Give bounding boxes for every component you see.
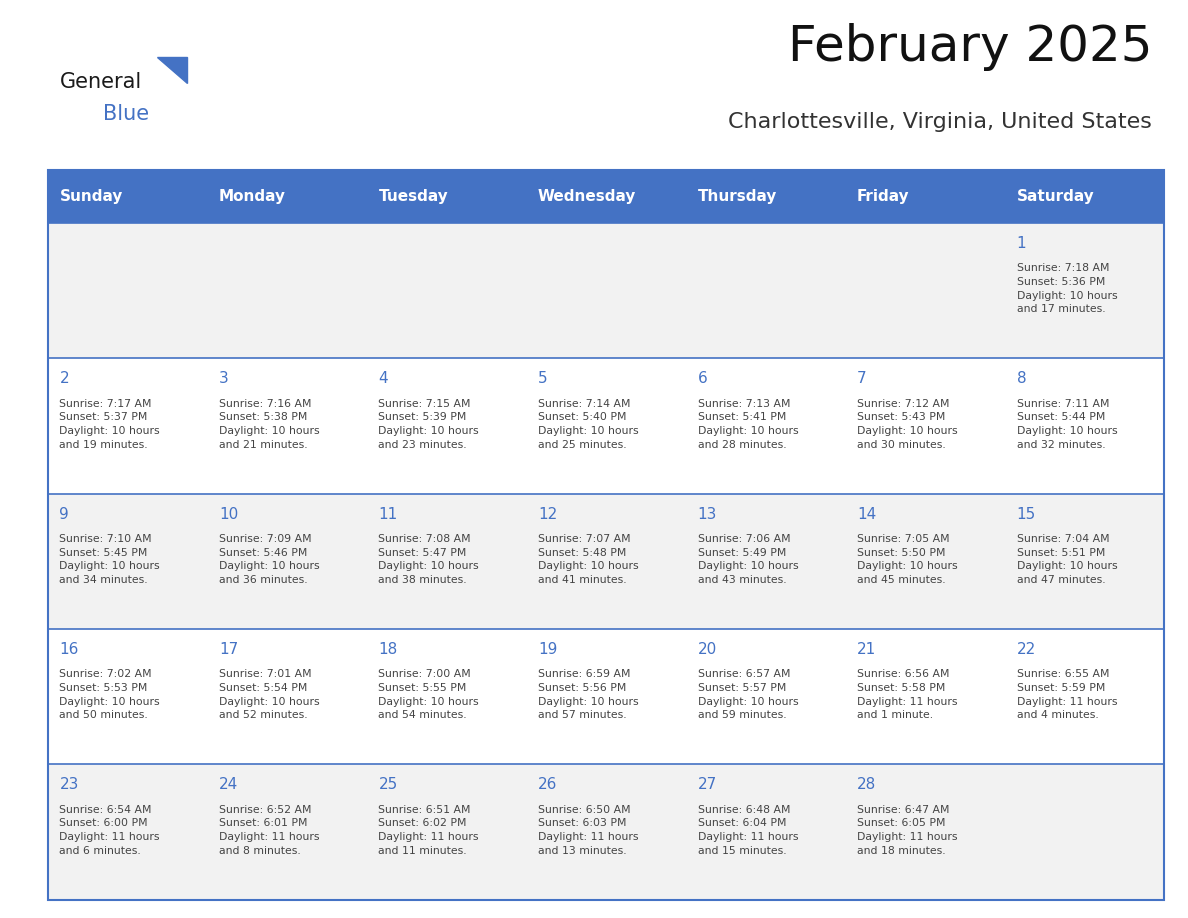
- Text: Sunrise: 7:08 AM
Sunset: 5:47 PM
Daylight: 10 hours
and 38 minutes.: Sunrise: 7:08 AM Sunset: 5:47 PM Dayligh…: [379, 534, 479, 585]
- Text: Sunrise: 7:04 AM
Sunset: 5:51 PM
Daylight: 10 hours
and 47 minutes.: Sunrise: 7:04 AM Sunset: 5:51 PM Dayligh…: [1017, 534, 1117, 585]
- Text: 16: 16: [59, 642, 78, 657]
- Text: Wednesday: Wednesday: [538, 189, 637, 204]
- Bar: [48, 223, 1164, 358]
- Text: 19: 19: [538, 642, 557, 657]
- Text: Sunrise: 7:13 AM
Sunset: 5:41 PM
Daylight: 10 hours
and 28 minutes.: Sunrise: 7:13 AM Sunset: 5:41 PM Dayligh…: [697, 398, 798, 450]
- Text: Sunrise: 7:00 AM
Sunset: 5:55 PM
Daylight: 10 hours
and 54 minutes.: Sunrise: 7:00 AM Sunset: 5:55 PM Dayligh…: [379, 669, 479, 721]
- Polygon shape: [157, 57, 187, 83]
- Text: 20: 20: [697, 642, 716, 657]
- Text: Sunrise: 6:59 AM
Sunset: 5:56 PM
Daylight: 10 hours
and 57 minutes.: Sunrise: 6:59 AM Sunset: 5:56 PM Dayligh…: [538, 669, 639, 721]
- Text: Sunrise: 7:05 AM
Sunset: 5:50 PM
Daylight: 10 hours
and 45 minutes.: Sunrise: 7:05 AM Sunset: 5:50 PM Dayligh…: [857, 534, 958, 585]
- Text: Tuesday: Tuesday: [379, 189, 448, 204]
- Text: 15: 15: [1017, 507, 1036, 521]
- Text: Sunrise: 6:54 AM
Sunset: 6:00 PM
Daylight: 11 hours
and 6 minutes.: Sunrise: 6:54 AM Sunset: 6:00 PM Dayligh…: [59, 805, 160, 856]
- Text: 25: 25: [379, 778, 398, 792]
- Text: Sunrise: 7:09 AM
Sunset: 5:46 PM
Daylight: 10 hours
and 36 minutes.: Sunrise: 7:09 AM Sunset: 5:46 PM Dayligh…: [219, 534, 320, 585]
- Bar: [48, 765, 1164, 900]
- Text: 13: 13: [697, 507, 716, 521]
- Text: 27: 27: [697, 778, 716, 792]
- Text: February 2025: February 2025: [788, 23, 1152, 71]
- Text: 5: 5: [538, 371, 548, 386]
- Text: Sunrise: 7:01 AM
Sunset: 5:54 PM
Daylight: 10 hours
and 52 minutes.: Sunrise: 7:01 AM Sunset: 5:54 PM Dayligh…: [219, 669, 320, 721]
- Bar: [48, 170, 1164, 223]
- Text: Sunrise: 6:52 AM
Sunset: 6:01 PM
Daylight: 11 hours
and 8 minutes.: Sunrise: 6:52 AM Sunset: 6:01 PM Dayligh…: [219, 805, 320, 856]
- Text: Thursday: Thursday: [697, 189, 777, 204]
- Text: 23: 23: [59, 778, 78, 792]
- Text: Sunrise: 7:17 AM
Sunset: 5:37 PM
Daylight: 10 hours
and 19 minutes.: Sunrise: 7:17 AM Sunset: 5:37 PM Dayligh…: [59, 398, 160, 450]
- Text: 4: 4: [379, 371, 388, 386]
- Text: 8: 8: [1017, 371, 1026, 386]
- Bar: [48, 170, 1164, 900]
- Text: 1: 1: [1017, 236, 1026, 251]
- Text: Charlottesville, Virginia, United States: Charlottesville, Virginia, United States: [728, 112, 1152, 132]
- Bar: [48, 494, 1164, 629]
- Text: Sunrise: 6:48 AM
Sunset: 6:04 PM
Daylight: 11 hours
and 15 minutes.: Sunrise: 6:48 AM Sunset: 6:04 PM Dayligh…: [697, 805, 798, 856]
- Text: 24: 24: [219, 778, 238, 792]
- Text: Sunrise: 6:51 AM
Sunset: 6:02 PM
Daylight: 11 hours
and 11 minutes.: Sunrise: 6:51 AM Sunset: 6:02 PM Dayligh…: [379, 805, 479, 856]
- Text: 28: 28: [857, 778, 877, 792]
- Text: 7: 7: [857, 371, 867, 386]
- Text: 11: 11: [379, 507, 398, 521]
- Text: 9: 9: [59, 507, 69, 521]
- Text: Friday: Friday: [857, 189, 910, 204]
- Text: 3: 3: [219, 371, 228, 386]
- Text: Sunrise: 7:06 AM
Sunset: 5:49 PM
Daylight: 10 hours
and 43 minutes.: Sunrise: 7:06 AM Sunset: 5:49 PM Dayligh…: [697, 534, 798, 585]
- Text: Sunrise: 7:12 AM
Sunset: 5:43 PM
Daylight: 10 hours
and 30 minutes.: Sunrise: 7:12 AM Sunset: 5:43 PM Dayligh…: [857, 398, 958, 450]
- Text: Sunrise: 6:56 AM
Sunset: 5:58 PM
Daylight: 11 hours
and 1 minute.: Sunrise: 6:56 AM Sunset: 5:58 PM Dayligh…: [857, 669, 958, 721]
- Text: 6: 6: [697, 371, 707, 386]
- Text: 10: 10: [219, 507, 238, 521]
- Text: 12: 12: [538, 507, 557, 521]
- Bar: [48, 358, 1164, 494]
- Text: 18: 18: [379, 642, 398, 657]
- Text: 17: 17: [219, 642, 238, 657]
- Bar: [48, 629, 1164, 765]
- Text: 2: 2: [59, 371, 69, 386]
- Text: 26: 26: [538, 778, 557, 792]
- Text: 21: 21: [857, 642, 877, 657]
- Text: Sunrise: 6:47 AM
Sunset: 6:05 PM
Daylight: 11 hours
and 18 minutes.: Sunrise: 6:47 AM Sunset: 6:05 PM Dayligh…: [857, 805, 958, 856]
- Text: 22: 22: [1017, 642, 1036, 657]
- Text: Sunrise: 7:14 AM
Sunset: 5:40 PM
Daylight: 10 hours
and 25 minutes.: Sunrise: 7:14 AM Sunset: 5:40 PM Dayligh…: [538, 398, 639, 450]
- Text: Sunrise: 7:18 AM
Sunset: 5:36 PM
Daylight: 10 hours
and 17 minutes.: Sunrise: 7:18 AM Sunset: 5:36 PM Dayligh…: [1017, 263, 1117, 314]
- Text: Sunrise: 7:02 AM
Sunset: 5:53 PM
Daylight: 10 hours
and 50 minutes.: Sunrise: 7:02 AM Sunset: 5:53 PM Dayligh…: [59, 669, 160, 721]
- Text: Sunrise: 7:15 AM
Sunset: 5:39 PM
Daylight: 10 hours
and 23 minutes.: Sunrise: 7:15 AM Sunset: 5:39 PM Dayligh…: [379, 398, 479, 450]
- Text: Sunday: Sunday: [59, 189, 122, 204]
- Text: Sunrise: 7:07 AM
Sunset: 5:48 PM
Daylight: 10 hours
and 41 minutes.: Sunrise: 7:07 AM Sunset: 5:48 PM Dayligh…: [538, 534, 639, 585]
- Text: Monday: Monday: [219, 189, 286, 204]
- Text: Sunrise: 7:16 AM
Sunset: 5:38 PM
Daylight: 10 hours
and 21 minutes.: Sunrise: 7:16 AM Sunset: 5:38 PM Dayligh…: [219, 398, 320, 450]
- Text: Blue: Blue: [103, 104, 150, 124]
- Text: Sunrise: 6:50 AM
Sunset: 6:03 PM
Daylight: 11 hours
and 13 minutes.: Sunrise: 6:50 AM Sunset: 6:03 PM Dayligh…: [538, 805, 638, 856]
- Text: Sunrise: 7:10 AM
Sunset: 5:45 PM
Daylight: 10 hours
and 34 minutes.: Sunrise: 7:10 AM Sunset: 5:45 PM Dayligh…: [59, 534, 160, 585]
- Text: Saturday: Saturday: [1017, 189, 1094, 204]
- Text: General: General: [59, 72, 141, 92]
- Text: Sunrise: 6:55 AM
Sunset: 5:59 PM
Daylight: 11 hours
and 4 minutes.: Sunrise: 6:55 AM Sunset: 5:59 PM Dayligh…: [1017, 669, 1117, 721]
- Text: 14: 14: [857, 507, 877, 521]
- Text: Sunrise: 6:57 AM
Sunset: 5:57 PM
Daylight: 10 hours
and 59 minutes.: Sunrise: 6:57 AM Sunset: 5:57 PM Dayligh…: [697, 669, 798, 721]
- Text: Sunrise: 7:11 AM
Sunset: 5:44 PM
Daylight: 10 hours
and 32 minutes.: Sunrise: 7:11 AM Sunset: 5:44 PM Dayligh…: [1017, 398, 1117, 450]
